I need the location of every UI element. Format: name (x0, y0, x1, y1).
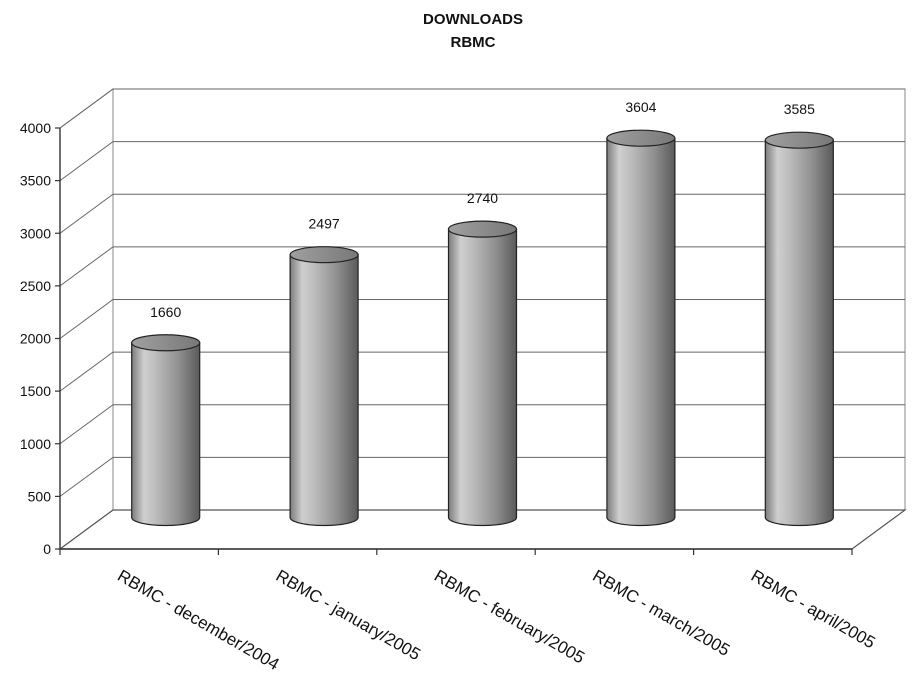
y-tick-label: 0 (43, 541, 51, 557)
gridline (59, 88, 905, 129)
x-category-label: RBMC - april/2005 (748, 566, 879, 652)
bar-cylinder (289, 246, 359, 527)
x-category-label: RBMC - january/2005 (273, 566, 424, 664)
bar-cylinder (764, 131, 834, 527)
x-category-label: RBMC - december/2004 (114, 566, 282, 674)
y-tick-label: 1000 (20, 436, 51, 452)
bar-cylinder (447, 220, 518, 527)
x-category-label: RBMC - march/2005 (589, 566, 733, 660)
bars (131, 129, 834, 527)
bar-body (764, 139, 834, 527)
bar-body (606, 137, 676, 527)
chart-title: DOWNLOADS (423, 11, 523, 28)
data-label: 3585 (784, 101, 815, 117)
bar-top (289, 246, 359, 264)
data-label: 3604 (625, 99, 656, 115)
y-tick-label: 4000 (20, 120, 51, 136)
bar-cylinder (131, 334, 201, 527)
y-tick-label: 2500 (20, 278, 51, 294)
y-tick-label: 3000 (20, 225, 51, 241)
y-axis-ticks: 0 500 1000 1500 2000 2500 3000 3500 4000 (20, 120, 60, 557)
x-category-label: RBMC - february/2005 (431, 566, 588, 667)
bar-top (606, 129, 676, 147)
data-labels: 1660 2497 2740 3604 3585 (150, 99, 815, 320)
y-tick-label: 500 (28, 488, 52, 504)
data-label: 2497 (309, 216, 340, 232)
bar-top (131, 334, 201, 352)
bar-top (447, 220, 518, 238)
bar-body (289, 254, 359, 527)
data-label: 2740 (467, 190, 498, 206)
chart-subtitle: RBMC (451, 34, 496, 51)
y-tick-label: 3500 (20, 173, 51, 189)
y-tick-label: 1500 (20, 383, 51, 399)
bar-body (447, 228, 518, 527)
data-label: 1660 (150, 304, 181, 320)
y-tick-label: 2000 (20, 331, 51, 347)
bar-cylinder (606, 129, 676, 527)
bar-body (131, 342, 201, 527)
bar-top (764, 131, 834, 149)
